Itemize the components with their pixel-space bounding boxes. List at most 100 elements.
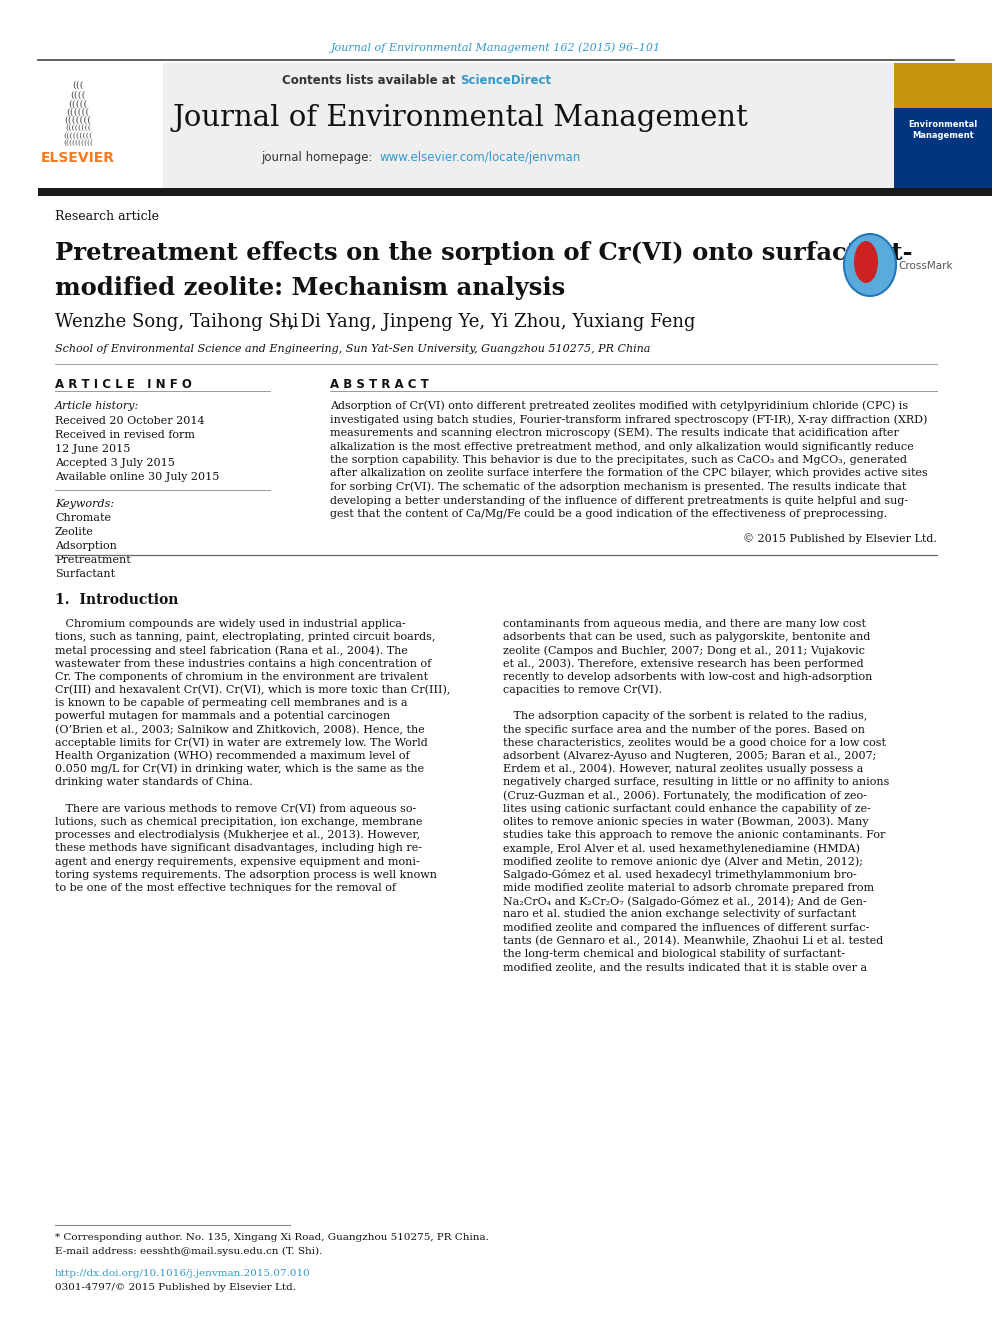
Text: olites to remove anionic species in water (Bowman, 2003). Many: olites to remove anionic species in wate… <box>503 816 869 827</box>
Text: these characteristics, zeolites would be a good choice for a low cost: these characteristics, zeolites would be… <box>503 738 886 747</box>
Text: Cr. The components of chromium in the environment are trivalent: Cr. The components of chromium in the en… <box>55 672 429 681</box>
Text: , Di Yang, Jinpeng Ye, Yi Zhou, Yuxiang Feng: , Di Yang, Jinpeng Ye, Yi Zhou, Yuxiang … <box>289 314 695 331</box>
Text: Received in revised form: Received in revised form <box>55 430 195 441</box>
Text: acceptable limits for Cr(VI) in water are extremely low. The World: acceptable limits for Cr(VI) in water ar… <box>55 737 428 747</box>
Text: investigated using batch studies, Fourier-transform infrared spectroscopy (FT-IR: investigated using batch studies, Fourie… <box>330 414 928 425</box>
Text: ((((((((((: (((((((((( <box>63 139 93 147</box>
Text: A B S T R A C T: A B S T R A C T <box>330 378 429 392</box>
Text: The adsorption capacity of the sorbent is related to the radius,: The adsorption capacity of the sorbent i… <box>503 712 867 721</box>
Text: *: * <box>281 318 287 328</box>
Text: Research article: Research article <box>55 210 159 224</box>
Text: 0301-4797/© 2015 Published by Elsevier Ltd.: 0301-4797/© 2015 Published by Elsevier L… <box>55 1283 296 1293</box>
Text: adsorbents that can be used, such as palygorskite, bentonite and: adsorbents that can be used, such as pal… <box>503 632 870 642</box>
Text: drinking water standards of China.: drinking water standards of China. <box>55 778 253 787</box>
Text: Chromate: Chromate <box>55 513 111 523</box>
Text: metal processing and steel fabrication (Rana et al., 2004). The: metal processing and steel fabrication (… <box>55 646 408 656</box>
Text: Accepted 3 July 2015: Accepted 3 July 2015 <box>55 458 175 468</box>
Text: 0.050 mg/L for Cr(VI) in drinking water, which is the same as the: 0.050 mg/L for Cr(VI) in drinking water,… <box>55 763 425 774</box>
Text: developing a better understanding of the influence of different pretreatments is: developing a better understanding of the… <box>330 496 908 505</box>
Text: to be one of the most effective techniques for the removal of: to be one of the most effective techniqu… <box>55 882 396 893</box>
Ellipse shape <box>854 241 878 283</box>
Text: (Cruz-Guzman et al., 2006). Fortunately, the modification of zeo-: (Cruz-Guzman et al., 2006). Fortunately,… <box>503 790 867 800</box>
Text: Pretreatment: Pretreatment <box>55 556 131 565</box>
Text: tions, such as tanning, paint, electroplating, printed circuit boards,: tions, such as tanning, paint, electropl… <box>55 632 435 642</box>
Text: processes and electrodialysis (Mukherjee et al., 2013). However,: processes and electrodialysis (Mukherjee… <box>55 830 420 840</box>
Text: contaminants from aqueous media, and there are many low cost: contaminants from aqueous media, and the… <box>503 619 866 628</box>
Text: (((: ((( <box>72 81 83 90</box>
Text: Chromium compounds are widely used in industrial applica-: Chromium compounds are widely used in in… <box>55 619 406 628</box>
Text: gest that the content of Ca/Mg/Fe could be a good indication of the effectivenes: gest that the content of Ca/Mg/Fe could … <box>330 509 887 519</box>
Text: Journal of Environmental Management 162 (2015) 96–101: Journal of Environmental Management 162 … <box>331 42 661 53</box>
Text: ((((((((: (((((((( <box>65 124 91 132</box>
Text: example, Erol Alver et al. used hexamethylenediamine (HMDA): example, Erol Alver et al. used hexameth… <box>503 843 860 853</box>
Text: E-mail address: eesshth@mail.sysu.edu.cn (T. Shi).: E-mail address: eesshth@mail.sysu.edu.cn… <box>55 1246 322 1256</box>
Text: Environmental
Management: Environmental Management <box>909 119 978 140</box>
Text: capacities to remove Cr(VI).: capacities to remove Cr(VI). <box>503 685 662 696</box>
Text: Contents lists available at: Contents lists available at <box>283 74 460 86</box>
FancyBboxPatch shape <box>38 64 163 188</box>
Text: Cr(III) and hexavalent Cr(VI). Cr(VI), which is more toxic than Cr(III),: Cr(III) and hexavalent Cr(VI). Cr(VI), w… <box>55 685 450 695</box>
Text: the specific surface area and the number of the pores. Based on: the specific surface area and the number… <box>503 725 865 734</box>
FancyBboxPatch shape <box>38 188 992 196</box>
FancyBboxPatch shape <box>894 64 992 188</box>
Text: modified zeolite and compared the influences of different surfac-: modified zeolite and compared the influe… <box>503 922 869 933</box>
Text: (((((((((: ((((((((( <box>63 132 92 140</box>
Text: School of Environmental Science and Engineering, Sun Yat-Sen University, Guangzh: School of Environmental Science and Engi… <box>55 344 651 355</box>
Text: www.elsevier.com/locate/jenvman: www.elsevier.com/locate/jenvman <box>380 152 581 164</box>
Text: modified zeolite, and the results indicated that it is stable over a: modified zeolite, and the results indica… <box>503 962 867 972</box>
Text: toring systems requirements. The adsorption process is well known: toring systems requirements. The adsorpt… <box>55 869 437 880</box>
Text: © 2015 Published by Elsevier Ltd.: © 2015 Published by Elsevier Ltd. <box>743 533 937 544</box>
Text: ((((: (((( <box>70 90 85 99</box>
FancyBboxPatch shape <box>894 64 992 108</box>
Text: journal homepage:: journal homepage: <box>261 152 380 164</box>
Text: Keywords:: Keywords: <box>55 499 114 509</box>
Text: * Corresponding author. No. 135, Xingang Xi Road, Guangzhou 510275, PR China.: * Corresponding author. No. 135, Xingang… <box>55 1233 489 1241</box>
Text: http://dx.doi.org/10.1016/j.jenvman.2015.07.010: http://dx.doi.org/10.1016/j.jenvman.2015… <box>55 1270 310 1278</box>
Text: mide modified zeolite material to adsorb chromate prepared from: mide modified zeolite material to adsorb… <box>503 882 874 893</box>
Text: Available online 30 July 2015: Available online 30 July 2015 <box>55 472 219 482</box>
Text: zeolite (Campos and Buchler, 2007; Dong et al., 2011; Vujakovic: zeolite (Campos and Buchler, 2007; Dong … <box>503 646 865 656</box>
Text: et al., 2003). Therefore, extensive research has been performed: et al., 2003). Therefore, extensive rese… <box>503 659 864 669</box>
Text: Erdem et al., 2004). However, natural zeolites usually possess a: Erdem et al., 2004). However, natural ze… <box>503 763 863 774</box>
Text: lites using cationic surfactant could enhance the capability of ze-: lites using cationic surfactant could en… <box>503 804 871 814</box>
Text: Received 20 October 2014: Received 20 October 2014 <box>55 415 204 426</box>
Text: studies take this approach to remove the anionic contaminants. For: studies take this approach to remove the… <box>503 831 886 840</box>
Text: 12 June 2015: 12 June 2015 <box>55 445 130 454</box>
Text: CrossMark: CrossMark <box>898 261 952 271</box>
Text: tants (de Gennaro et al., 2014). Meanwhile, Zhaohui Li et al. tested: tants (de Gennaro et al., 2014). Meanwhi… <box>503 935 883 946</box>
Text: recently to develop adsorbents with low-cost and high-adsorption: recently to develop adsorbents with low-… <box>503 672 872 681</box>
Text: for sorbing Cr(VI). The schematic of the adsorption mechanism is presented. The : for sorbing Cr(VI). The schematic of the… <box>330 482 907 492</box>
Text: the long-term chemical and biological stability of surfactant-: the long-term chemical and biological st… <box>503 949 845 959</box>
Text: Salgado-Gómez et al. used hexadecyl trimethylammonium bro-: Salgado-Gómez et al. used hexadecyl trim… <box>503 869 857 880</box>
Text: modified zeolite: Mechanism analysis: modified zeolite: Mechanism analysis <box>55 277 565 300</box>
Text: modified zeolite to remove anionic dye (Alver and Metin, 2012);: modified zeolite to remove anionic dye (… <box>503 856 863 867</box>
Text: naro et al. studied the anion exchange selectivity of surfactant: naro et al. studied the anion exchange s… <box>503 909 856 919</box>
Ellipse shape <box>844 234 896 296</box>
Text: Na₂CrO₄ and K₂Cr₂O₇ (Salgado-Gómez et al., 2014); And de Gen-: Na₂CrO₄ and K₂Cr₂O₇ (Salgado-Gómez et al… <box>503 896 867 906</box>
Text: alkalization is the most effective pretreatment method, and only alkalization wo: alkalization is the most effective pretr… <box>330 442 914 451</box>
Text: A R T I C L E   I N F O: A R T I C L E I N F O <box>55 378 191 392</box>
Text: Zeolite: Zeolite <box>55 527 94 537</box>
Text: lutions, such as chemical precipitation, ion exchange, membrane: lutions, such as chemical precipitation,… <box>55 818 423 827</box>
Text: (((((((: ((((((( <box>64 115 91 124</box>
Text: wastewater from these industries contains a high concentration of: wastewater from these industries contain… <box>55 659 432 668</box>
Text: ScienceDirect: ScienceDirect <box>460 74 552 86</box>
Text: these methods have significant disadvantages, including high re-: these methods have significant disadvant… <box>55 843 422 853</box>
Text: Surfactant: Surfactant <box>55 569 115 579</box>
FancyBboxPatch shape <box>38 64 894 188</box>
Text: agent and energy requirements, expensive equipment and moni-: agent and energy requirements, expensive… <box>55 856 420 867</box>
Text: Adsorption: Adsorption <box>55 541 117 550</box>
Text: Adsorption of Cr(VI) onto different pretreated zeolites modified with cetylpyrid: Adsorption of Cr(VI) onto different pret… <box>330 401 908 411</box>
Text: There are various methods to remove Cr(VI) from aqueous so-: There are various methods to remove Cr(V… <box>55 803 417 814</box>
Text: Wenzhe Song, Taihong Shi: Wenzhe Song, Taihong Shi <box>55 314 299 331</box>
Text: Health Organization (WHO) recommended a maximum level of: Health Organization (WHO) recommended a … <box>55 750 410 761</box>
Text: is known to be capable of permeating cell membranes and is a: is known to be capable of permeating cel… <box>55 699 408 708</box>
Text: ELSEVIER: ELSEVIER <box>41 151 115 165</box>
Text: Article history:: Article history: <box>55 401 139 411</box>
Text: negatively charged surface, resulting in little or no affinity to anions: negatively charged surface, resulting in… <box>503 778 890 787</box>
Text: powerful mutagen for mammals and a potential carcinogen: powerful mutagen for mammals and a poten… <box>55 712 390 721</box>
Text: (((((: ((((( <box>68 99 87 108</box>
Text: measurements and scanning electron microscopy (SEM). The results indicate that a: measurements and scanning electron micro… <box>330 427 899 438</box>
Text: the sorption capability. This behavior is due to the precipitates, such as CaCO₃: the sorption capability. This behavior i… <box>330 455 907 464</box>
Text: 1.  Introduction: 1. Introduction <box>55 593 179 607</box>
